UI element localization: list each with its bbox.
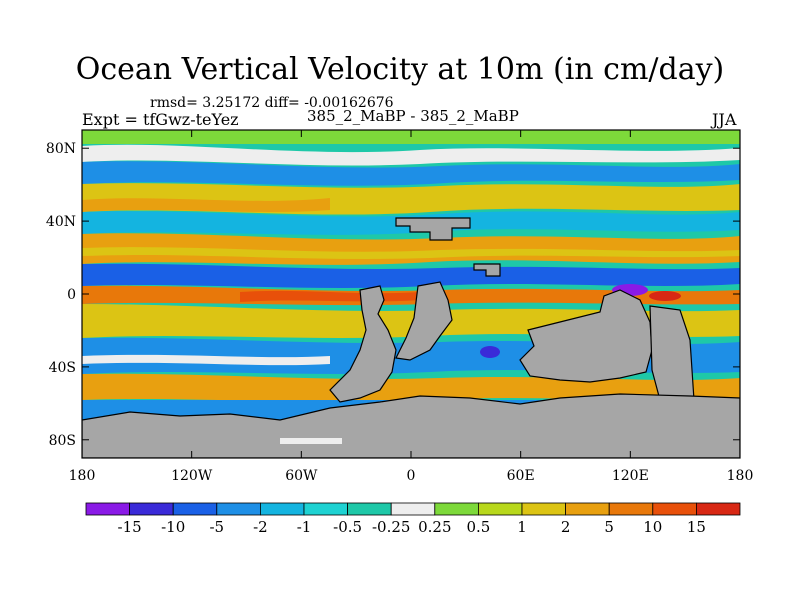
- land-arabia: [473, 263, 501, 277]
- x-tick-label: 60W: [285, 468, 318, 484]
- colorbar-label: -0.25: [372, 518, 410, 536]
- axis-ticks: 180 120W 60W 0 60E 120E 180 80N 40N 0 40S 80S: [46, 130, 753, 484]
- band-subtropic-north-yellow: [82, 247, 740, 259]
- colorbar-label: 10: [643, 518, 662, 536]
- colorbar-swatch: [85, 502, 130, 516]
- x-tick-label: 0: [407, 468, 416, 484]
- colorbar-swatch: [259, 502, 305, 516]
- season-label: JJA: [712, 110, 737, 129]
- band-arctic-white: [82, 144, 740, 166]
- land-europe: [395, 217, 471, 241]
- y-tick-label: 40S: [49, 360, 76, 376]
- band-south-white: [82, 354, 330, 366]
- colorbar-label: 2: [561, 518, 571, 536]
- feature-indian-blue: [480, 346, 500, 358]
- colorbar-swatch: [652, 502, 697, 516]
- colorbar-swatch: [347, 502, 392, 516]
- colorbar-swatch: [390, 502, 436, 516]
- band-subtropic-north-orange: [82, 233, 740, 265]
- y-tick-label: 80S: [49, 433, 76, 449]
- band-subarctic-blue: [82, 161, 740, 186]
- land-antarctica: [82, 393, 740, 458]
- band-midlat-north-orange: [82, 198, 330, 212]
- colorbar-swatch: [172, 502, 218, 516]
- x-tick-label: 120W: [171, 468, 213, 484]
- colorbar-label: -1: [297, 518, 312, 536]
- colorbar-swatch: [565, 502, 610, 516]
- y-tick-label: 0: [67, 287, 76, 303]
- land-australia-region: [519, 289, 653, 383]
- land-layer: [82, 217, 740, 458]
- colorbar-swatch: [216, 502, 261, 516]
- figure-title: Ocean Vertical Velocity at 10m (in cm/da…: [75, 52, 725, 87]
- y-tick-label: 40N: [46, 214, 76, 230]
- feature-west-pacific-red: [649, 291, 681, 301]
- colorbar-label: -10: [161, 518, 185, 536]
- colorbar-label: 5: [604, 518, 614, 536]
- colorbar-swatch: [696, 502, 741, 516]
- field-layer: [82, 130, 740, 458]
- experiment-label: Expt = tfGwz-teYez: [82, 110, 239, 129]
- stats-label: rmsd= 3.25172 diff= -0.00162676: [150, 95, 394, 111]
- colorbar-swatch: [434, 502, 479, 516]
- band-tropic-blue: [82, 263, 740, 288]
- x-tick-label: 180: [69, 468, 96, 484]
- comparison-label: 385_2_MaBP - 385_2_MaBP: [307, 107, 519, 125]
- sea-ice-patch: [280, 438, 342, 444]
- colorbar-label: -15: [118, 518, 142, 536]
- x-tick-label: 120E: [612, 468, 649, 484]
- colorbar-swatch: [477, 502, 523, 516]
- colorbar-swatch: [521, 502, 566, 516]
- colorbar: -15 -10 -5 -2 -1 -0.5 -0.25 0.25 0.5 1 2 5 10 15: [85, 502, 741, 536]
- land-africa: [395, 281, 453, 361]
- colorbar-label: 1: [517, 518, 527, 536]
- colorbar-label: 15: [687, 518, 706, 536]
- colorbar-swatch: [129, 502, 174, 516]
- land-south-america: [329, 285, 397, 403]
- colorbar-label: 0.5: [466, 518, 490, 536]
- colorbar-swatch: [303, 502, 348, 516]
- x-tick-label: 60E: [507, 468, 535, 484]
- colorbar-label: -2: [253, 518, 268, 536]
- x-tick-label: 180: [727, 468, 754, 484]
- colorbar-swatch: [608, 502, 654, 516]
- colorbar-label: -5: [209, 518, 224, 536]
- colorbar-label: -0.5: [333, 518, 362, 536]
- colorbar-label: 0.25: [418, 518, 451, 536]
- y-tick-label: 80N: [46, 141, 76, 157]
